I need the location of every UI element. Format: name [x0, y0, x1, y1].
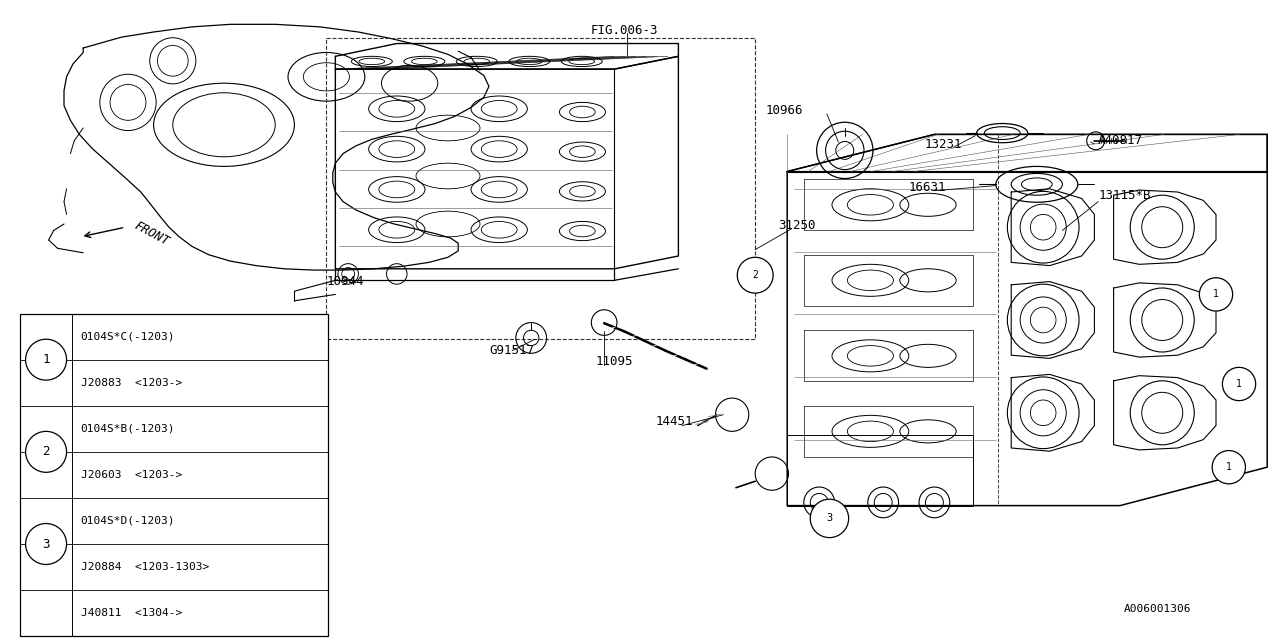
- Bar: [20, 314, 328, 636]
- Text: 0104S*B(-1203): 0104S*B(-1203): [81, 424, 175, 434]
- Text: 1: 1: [1236, 379, 1242, 389]
- Circle shape: [26, 524, 67, 564]
- Text: 1: 1: [1213, 289, 1219, 300]
- Circle shape: [26, 339, 67, 380]
- Text: 3: 3: [827, 513, 832, 524]
- Text: 1: 1: [42, 353, 50, 366]
- Circle shape: [1212, 451, 1245, 484]
- Text: J40811  <1304->: J40811 <1304->: [81, 608, 182, 618]
- Text: 16631: 16631: [909, 181, 946, 194]
- Text: 2: 2: [753, 270, 758, 280]
- Text: 3: 3: [42, 538, 50, 550]
- Text: 14451: 14451: [655, 415, 692, 428]
- Text: 13115*B: 13115*B: [1098, 189, 1151, 202]
- Circle shape: [737, 257, 773, 293]
- Text: FRONT: FRONT: [132, 219, 172, 248]
- Circle shape: [26, 431, 67, 472]
- Text: 0104S*C(-1203): 0104S*C(-1203): [81, 332, 175, 342]
- Circle shape: [810, 499, 849, 538]
- Text: 10966: 10966: [765, 104, 803, 116]
- Text: 10944: 10944: [326, 275, 364, 288]
- Text: FIG.006-3: FIG.006-3: [591, 24, 658, 37]
- Circle shape: [1222, 367, 1256, 401]
- Text: 0104S*D(-1203): 0104S*D(-1203): [81, 516, 175, 526]
- Text: J20884  <1203-1303>: J20884 <1203-1303>: [81, 562, 209, 572]
- Text: 13231: 13231: [924, 138, 961, 150]
- Circle shape: [1199, 278, 1233, 311]
- Text: 11095: 11095: [595, 355, 632, 368]
- Text: 31250: 31250: [778, 219, 815, 232]
- Text: A40817: A40817: [1098, 134, 1143, 147]
- Text: 2: 2: [42, 445, 50, 458]
- Text: 1: 1: [1226, 462, 1231, 472]
- Text: J20603  <1203->: J20603 <1203->: [81, 470, 182, 480]
- Text: G91517: G91517: [489, 344, 534, 357]
- Text: J20883  <1203->: J20883 <1203->: [81, 378, 182, 388]
- Text: A006001306: A006001306: [1124, 604, 1192, 614]
